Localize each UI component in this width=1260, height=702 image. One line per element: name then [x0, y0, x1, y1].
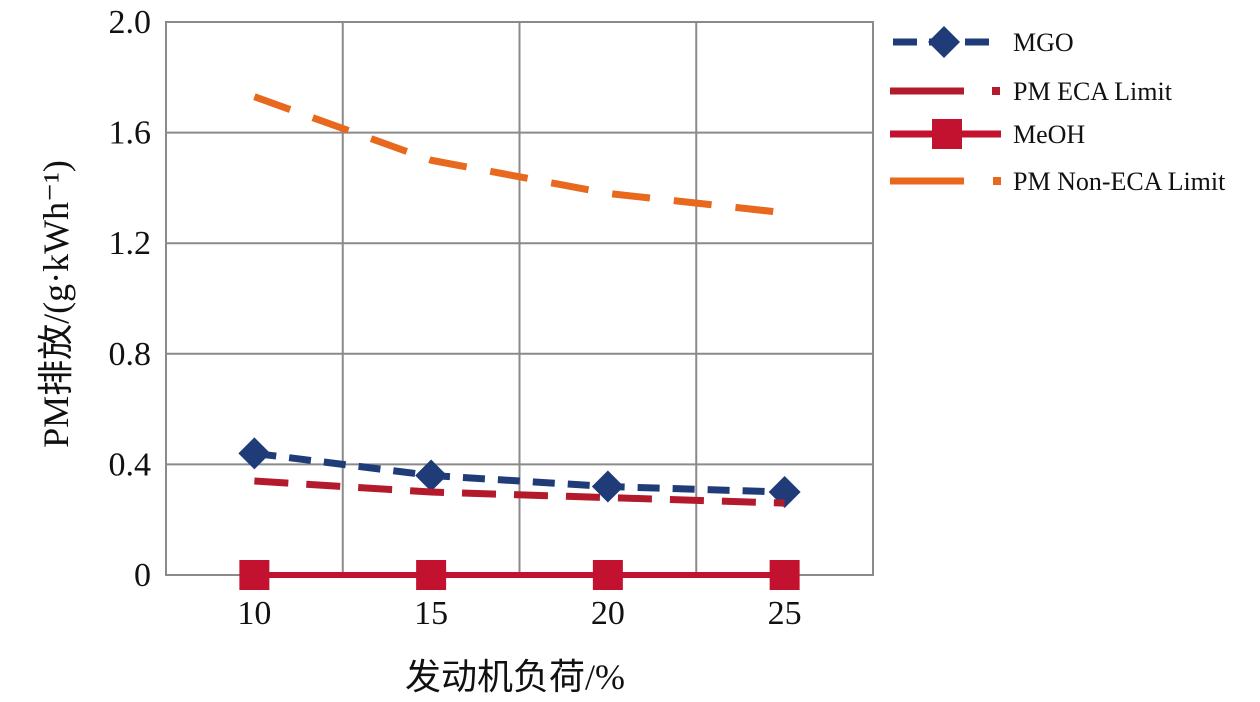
legend-label: MeOH — [1013, 120, 1085, 149]
data-point — [416, 560, 447, 590]
data-point — [415, 459, 448, 492]
data-point — [769, 560, 800, 590]
series-line — [254, 477, 785, 507]
series-layer — [238, 93, 801, 590]
x-axis-title: 发动机负荷/% — [405, 657, 625, 697]
series-pm-eca-limit — [254, 477, 785, 507]
x-tick-label: 10 — [237, 595, 271, 632]
legend-item: MGO — [893, 26, 1074, 58]
x-tick-label: 25 — [768, 595, 802, 632]
axis-layer: 0 0.4 0.8 1.2 1.6 2.0 10 15 20 25 — [109, 4, 802, 632]
series-pm-non-eca-limit — [253, 93, 786, 217]
legend-label: PM ECA Limit — [1013, 77, 1173, 106]
y-tick-label: 1.6 — [109, 115, 152, 152]
x-tick-label: 15 — [414, 595, 448, 632]
data-point — [592, 560, 623, 590]
y-tick-label: 1.2 — [109, 225, 152, 262]
series-line — [253, 449, 785, 496]
legend-marker — [932, 119, 962, 149]
y-tick-label: 0.8 — [109, 336, 152, 373]
legend-item: PM Non-ECA Limit — [890, 167, 1226, 196]
series-meoh — [239, 560, 800, 590]
legend-dash — [992, 87, 1000, 95]
legend-item: MeOH — [890, 119, 1085, 149]
data-point — [238, 437, 271, 470]
legend: MGO PM ECA Limit MeOH PM Non-ECA Limit — [890, 26, 1226, 196]
legend-marker — [928, 26, 960, 58]
x-tick-label: 20 — [591, 595, 625, 632]
series-line — [253, 93, 786, 217]
legend-dash — [993, 177, 1001, 185]
y-tick-label: 2.0 — [109, 4, 152, 41]
legend-item: PM ECA Limit — [890, 77, 1173, 106]
y-tick-label: 0 — [134, 557, 151, 594]
y-tick-label: 0.4 — [109, 446, 152, 483]
data-point — [239, 560, 270, 590]
legend-label: MGO — [1013, 28, 1074, 57]
legend-label: PM Non-ECA Limit — [1013, 167, 1226, 196]
y-axis-title: PM排放/(g·kWh⁻¹) — [36, 160, 76, 448]
